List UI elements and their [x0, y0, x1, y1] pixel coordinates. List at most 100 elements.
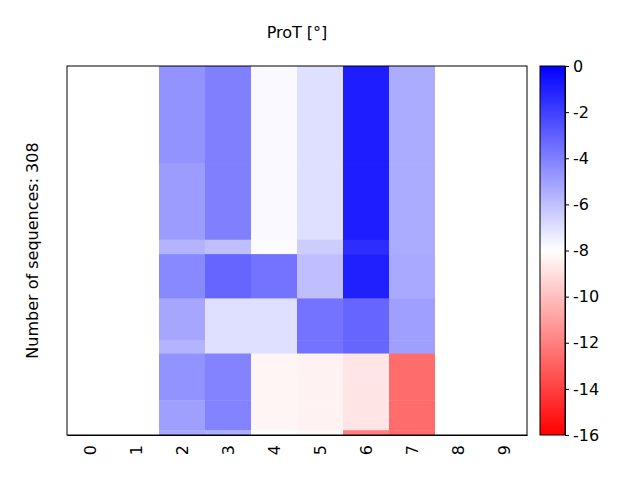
- colorbar-tick-label: -14: [573, 379, 599, 398]
- colorbar-axis-line: [566, 67, 570, 436]
- heat-cell: [389, 298, 435, 340]
- colorbar-tick: -4: [565, 149, 589, 168]
- colorbar-tick-mark: [565, 158, 569, 159]
- x-tick: 1: [127, 435, 146, 455]
- x-tick-label: 1: [127, 445, 146, 455]
- x-tick-label: 7: [403, 445, 422, 455]
- colorbar-tick-label: -10: [573, 287, 599, 306]
- heat-cell: [389, 254, 435, 299]
- heat-cell: [343, 354, 389, 401]
- heat-cell: [343, 430, 389, 435]
- heat-cell: [389, 354, 435, 401]
- colorbar-tick: -8: [565, 241, 589, 260]
- heat-cell: [205, 340, 251, 354]
- heat-cell: [159, 298, 205, 340]
- heat-cell: [297, 66, 343, 164]
- heat-cell: [343, 340, 389, 354]
- heat-cell: [343, 254, 389, 299]
- x-tick: 8: [449, 435, 468, 455]
- colorbar-tick-mark: [565, 112, 569, 113]
- x-axis-line: [68, 435, 528, 436]
- chart: 0 1 2 3 4 5 6 7 8 9 0 -2 -4 -6 -8 -10 -12 -14 -16 ProT [°] N…: [0, 0, 640, 480]
- heat-cell: [251, 354, 297, 401]
- heat-cell: [251, 430, 297, 435]
- heat-cell: [251, 240, 297, 255]
- colorbar-tick-mark: [565, 435, 569, 436]
- heat-cell: [297, 430, 343, 435]
- x-tick-label: 4: [265, 445, 284, 455]
- colorbar-tick: -6: [565, 195, 589, 214]
- colorbar-tick: -16: [565, 426, 599, 445]
- heat-cell: [389, 400, 435, 430]
- colorbar-tick-label: -16: [573, 426, 599, 445]
- y-axis-title: Number of sequences: 308: [23, 142, 42, 358]
- heat-cell: [297, 400, 343, 430]
- heat-cell: [297, 340, 343, 354]
- x-tick-label: 6: [357, 445, 376, 455]
- plot-frame: [67, 66, 527, 435]
- heat-cell: [389, 340, 435, 354]
- x-tick: 5: [311, 435, 330, 455]
- x-tick: 0: [81, 435, 100, 455]
- colorbar-axis: 0 -2 -4 -6 -8 -10 -12 -14 -16: [565, 57, 599, 445]
- x-tick: 2: [173, 435, 192, 455]
- colorbar-tick: -14: [565, 379, 599, 398]
- heat-cell: [297, 163, 343, 240]
- heat-cell: [205, 400, 251, 430]
- heat-cell: [159, 340, 205, 354]
- heat-cell: [251, 163, 297, 240]
- heat-cell: [159, 163, 205, 240]
- x-tick-label: 5: [311, 445, 330, 455]
- heat-cell: [389, 430, 435, 435]
- heat-cell: [251, 254, 297, 299]
- colorbar-tick-label: -8: [573, 241, 589, 260]
- x-tick: 7: [403, 435, 422, 455]
- colorbar-tick: -12: [565, 333, 599, 352]
- heat-cell: [297, 354, 343, 401]
- heat-cell: [297, 240, 343, 255]
- colorbar-tick-mark: [565, 66, 569, 67]
- colorbar-tick-mark: [565, 343, 569, 344]
- heat-cell: [205, 66, 251, 164]
- heat-cell: [343, 66, 389, 164]
- x-tick-label: 8: [449, 445, 468, 455]
- x-tick: 4: [265, 435, 284, 455]
- x-tick: 9: [495, 435, 514, 455]
- colorbar-tick-label: -2: [573, 103, 589, 122]
- heat-cell: [159, 354, 205, 401]
- heat-cell: [205, 254, 251, 299]
- heat-cell: [251, 298, 297, 340]
- colorbar-tick-label: -12: [573, 333, 599, 352]
- heat-cell: [205, 240, 251, 255]
- heat-cell: [251, 400, 297, 430]
- heat-cell: [159, 254, 205, 299]
- x-tick-label: 2: [173, 445, 192, 455]
- colorbar-tick: -2: [565, 103, 589, 122]
- heat-cell: [297, 298, 343, 340]
- heat-cell: [159, 400, 205, 430]
- colorbar-tick-mark: [565, 297, 569, 298]
- title: ProT [°]: [267, 23, 328, 42]
- colorbar-tick: -10: [565, 287, 599, 306]
- heat-cell: [343, 240, 389, 255]
- colorbar: [540, 66, 565, 435]
- heat-cell: [297, 254, 343, 299]
- colorbar-tick-label: -4: [573, 149, 589, 168]
- x-tick: 6: [357, 435, 376, 455]
- heat-cell: [159, 66, 205, 164]
- x-tick-label: 0: [81, 445, 100, 455]
- cells: [159, 66, 435, 435]
- heat-cell: [343, 163, 389, 240]
- x-tick: 3: [219, 435, 238, 455]
- colorbar-tick-mark: [565, 389, 569, 390]
- heat-cell: [389, 163, 435, 240]
- heat-cell: [205, 354, 251, 401]
- heat-cell: [205, 298, 251, 340]
- heat-cell: [251, 66, 297, 164]
- heat-cell: [159, 240, 205, 255]
- heat-cell: [205, 163, 251, 240]
- x-tick-label: 3: [219, 445, 238, 455]
- colorbar-tick-label: -6: [573, 195, 589, 214]
- colorbar-tick: 0: [565, 57, 583, 76]
- heat-cell: [205, 430, 251, 435]
